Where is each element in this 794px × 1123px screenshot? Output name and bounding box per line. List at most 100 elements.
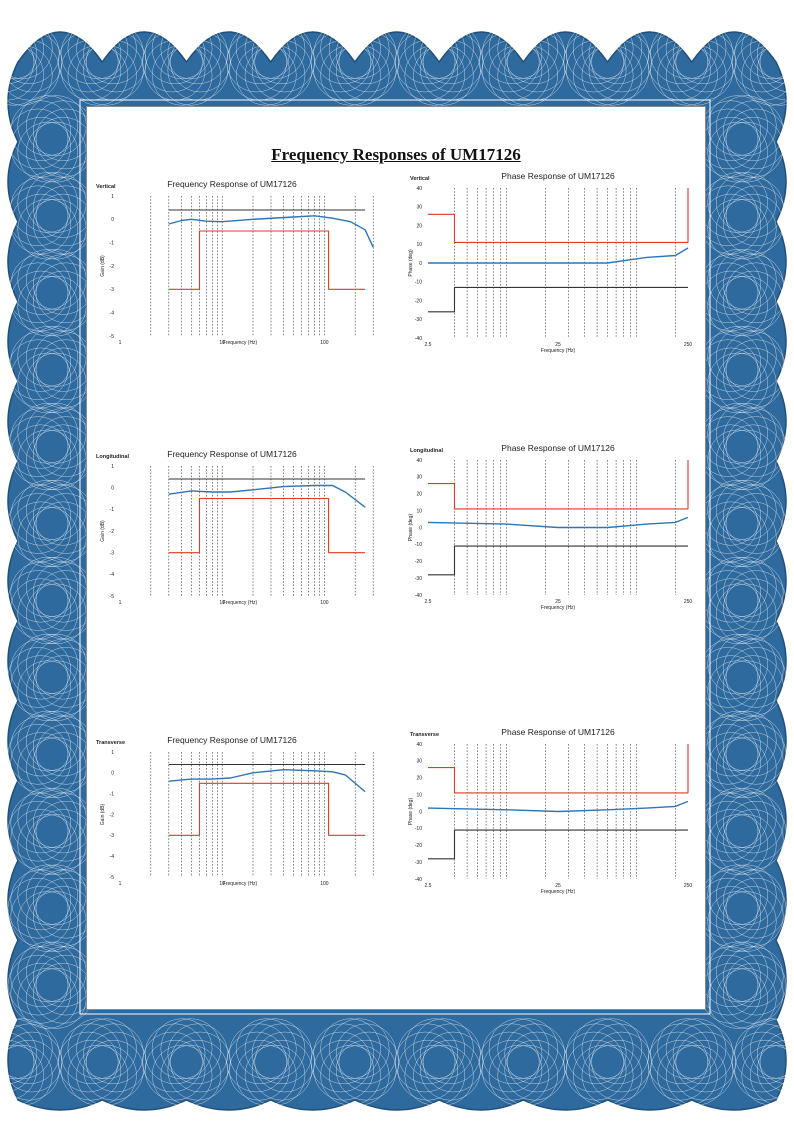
chart-title: Phase Response of UM17126 [501,727,615,737]
y-tick-label: -20 [415,843,422,849]
lower-limit-line [428,545,688,576]
x-tick-label: 1 [119,881,122,887]
y-tick-label: -10 [415,542,422,548]
y-tick-label: 1 [111,194,114,200]
y-tick-label: 0 [419,525,422,531]
upper-limit-line [168,497,366,554]
y-tick-label: -4 [110,854,115,860]
y-tick-label: -2 [110,264,115,270]
y-tick-label: -4 [110,572,115,578]
y-tick-label: 30 [416,759,422,765]
y-tick-label: -5 [110,875,115,881]
measured-response-line [428,247,689,264]
y-tick-label: -30 [415,317,422,323]
orientation-label: Transverse [410,732,439,738]
y-axis-label: Phase (deg) [408,798,414,826]
y-tick-label: 10 [416,242,422,248]
x-tick-label: 2.5 [425,342,432,348]
x-tick-label: 25 [555,599,561,605]
measured-response-line [168,215,374,248]
y-tick-label: 30 [416,475,422,481]
y-tick-label: 10 [416,508,422,514]
x-tick-label: 10 [219,881,225,887]
x-tick-label: 1 [119,340,122,346]
y-axis-label: Gain (dB) [100,803,106,825]
chart-vertical-phase: Vertical Phase Response of UM17126 40 30 20 1… [408,171,692,354]
y-tick-label: -20 [415,559,422,565]
chart-transverse-frequency: Transverse Frequency Response of UM17126 1… [96,735,374,887]
y-tick-label: -5 [110,594,115,600]
y-tick-label: 30 [416,205,422,211]
y-tick-label: 40 [416,742,422,748]
chart-title: Frequency Response of UM17126 [167,449,297,459]
orientation-label: Transverse [96,740,125,746]
x-tick-label: 10 [219,600,225,606]
y-axis-label: Phase (deg) [408,249,414,277]
upper-limit-line [428,188,689,243]
x-axis-label: Frequency (Hz) [223,881,258,887]
y-tick-label: 0 [419,261,422,267]
inner-frame-line [79,99,711,1015]
y-tick-label: -40 [415,877,422,883]
document-page: Frequency Responses of UM17126 [86,106,706,1010]
measured-response-line [168,769,366,793]
lower-limit-line [428,286,688,313]
chart-title: Phase Response of UM17126 [501,443,615,453]
chart-vertical-frequency: Vertical Frequency Response of UM1712610-… [96,179,374,346]
y-tick-label: 40 [416,186,422,192]
y-tick-label: -1 [110,792,115,798]
y-tick-label: -1 [110,507,115,513]
orientation-label: Longitudinal [96,454,129,460]
y-tick-label: 40 [416,458,422,464]
x-axis-label: Frequency (Hz) [541,605,576,611]
x-tick-label: 10 [219,340,225,346]
measured-response-line [427,516,689,529]
measured-response-line [168,484,366,508]
x-tick-label: 100 [320,340,329,346]
y-tick-label: 0 [111,486,114,492]
page-title: Frequency Responses of UM17126 [271,145,521,164]
y-tick-label: 20 [416,492,422,498]
y-tick-label: -3 [110,833,115,839]
y-tick-label: 10 [416,792,422,798]
y-tick-label: -40 [415,336,422,342]
y-tick-label: 20 [416,223,422,229]
upper-limit-line [428,744,689,794]
y-tick-label: -2 [110,529,115,535]
y-tick-label: -30 [415,860,422,866]
upper-limit-line [168,782,366,836]
y-tick-label: -3 [110,551,115,557]
x-axis-label: Frequency (Hz) [223,600,258,606]
y-tick-label: -10 [415,280,422,286]
y-tick-label: 1 [111,464,114,470]
chart-title: Frequency Response of UM17126 [167,735,297,745]
y-axis-label: Phase (deg) [408,514,414,542]
orientation-label: Vertical [410,176,430,182]
y-tick-label: -20 [415,298,422,304]
x-tick-label: 1 [119,600,122,606]
y-tick-label: -40 [415,593,422,599]
chart-title: Phase Response of UM17126 [501,171,615,181]
x-tick-label: 2.5 [425,599,432,605]
y-tick-label: -1 [110,241,115,247]
x-tick-label: 25 [555,883,561,889]
x-tick-label: 100 [320,600,329,606]
y-tick-label: -5 [110,334,115,340]
chart-longitudinal-phase: Longitudinal Phase Response of UM17126 40 3… [408,443,693,611]
x-axis-label: Frequency (Hz) [541,889,576,895]
x-tick-label: 25 [555,342,561,348]
orientation-label: Vertical [96,184,116,190]
y-tick-label: 0 [111,217,114,223]
upper-limit-line [428,460,689,510]
chart-transverse-phase: Transverse Phase Response of UM17126 40 30 2… [408,727,692,895]
y-tick-label: 0 [111,771,114,777]
chart-longitudinal-frequency: Longitudinal Frequency Response of UM1712… [96,449,374,606]
orientation-label: Longitudinal [410,448,443,454]
y-tick-label: 1 [111,750,114,756]
chart-title: Frequency Response of UM17126 [167,179,297,189]
x-tick-label: 250 [684,599,693,605]
x-axis-label: Frequency (Hz) [541,348,576,354]
lower-limit-line [428,829,688,860]
y-tick-label: -30 [415,576,422,582]
y-tick-label: -3 [110,287,115,293]
